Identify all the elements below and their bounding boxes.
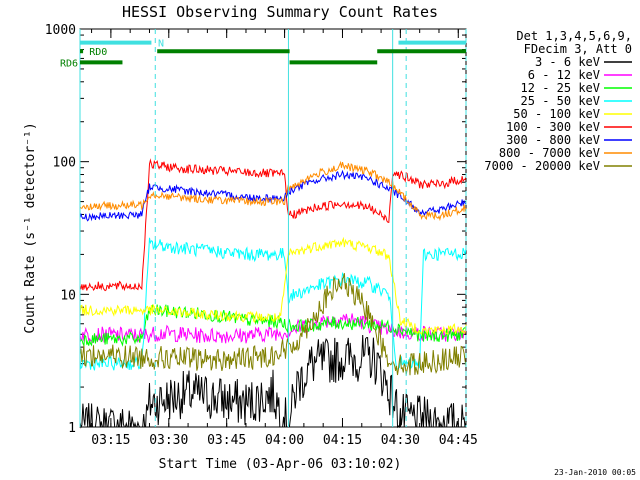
x-tick-label: 03:30 — [149, 433, 188, 448]
flag-group: N RD0 RD6 — [60, 29, 467, 427]
series-line-0 — [79, 334, 467, 429]
rd6-flag-label: RD6 — [60, 58, 78, 69]
y-tick-label: 1 — [68, 421, 76, 436]
x-tick-label: 04:15 — [323, 433, 362, 448]
legend: Det 1,3,4,5,6,9, FDecim 3, Att 0 3 - 6 k… — [484, 29, 632, 173]
legend-label: 25 - 50 keV — [521, 94, 600, 108]
n-flag-label: N — [158, 39, 164, 50]
y-tick-label: 1000 — [45, 23, 76, 38]
y-axis-label: Count Rate (s⁻¹ detector⁻¹) — [23, 122, 38, 333]
chart-title: HESSI Observing Summary Count Rates — [122, 3, 438, 21]
legend-header-line-2: FDecim 3, Att 0 — [524, 42, 632, 56]
series-line-2 — [79, 303, 467, 347]
x-tick-label: 04:00 — [265, 433, 304, 448]
series-line-7 — [79, 160, 467, 222]
legend-label: 3 - 6 keV — [535, 55, 600, 69]
series-group — [79, 158, 467, 429]
y-tick-label: 100 — [53, 156, 76, 171]
x-tick-label: 03:45 — [207, 433, 246, 448]
legend-header-line-1: Det 1,3,4,5,6,9, — [516, 29, 632, 43]
x-tick-label: 03:15 — [91, 433, 130, 448]
legend-label: 100 - 300 keV — [506, 120, 600, 134]
legend-label: 800 - 7000 keV — [499, 146, 600, 160]
x-axis-label: Start Time (03-Apr-06 03:10:02) — [159, 457, 402, 472]
legend-label: 12 - 25 keV — [521, 81, 600, 95]
legend-label: 300 - 800 keV — [506, 133, 600, 147]
series-line-4 — [79, 236, 467, 337]
legend-label: 7000 - 20000 keV — [484, 159, 600, 173]
legend-label: 6 - 12 keV — [528, 68, 600, 82]
y-tick-label: 10 — [60, 288, 76, 303]
x-tick-label: 04:45 — [439, 433, 478, 448]
series-line-8 — [79, 272, 467, 376]
x-tick-label: 04:30 — [381, 433, 420, 448]
legend-label: 50 - 100 keV — [513, 107, 600, 121]
axis-ticks: 1 10 100 1000 03:15 03:30 03:45 04:00 04:15 04:30… — [45, 23, 478, 448]
series-line-6 — [79, 169, 467, 222]
series-line-3 — [79, 237, 467, 371]
series-line-5 — [79, 158, 467, 292]
rd0-flag-label: RD0 — [89, 47, 107, 58]
series-line-1 — [79, 313, 467, 344]
footer-date: 23-Jan-2010 00:05 — [554, 468, 636, 477]
